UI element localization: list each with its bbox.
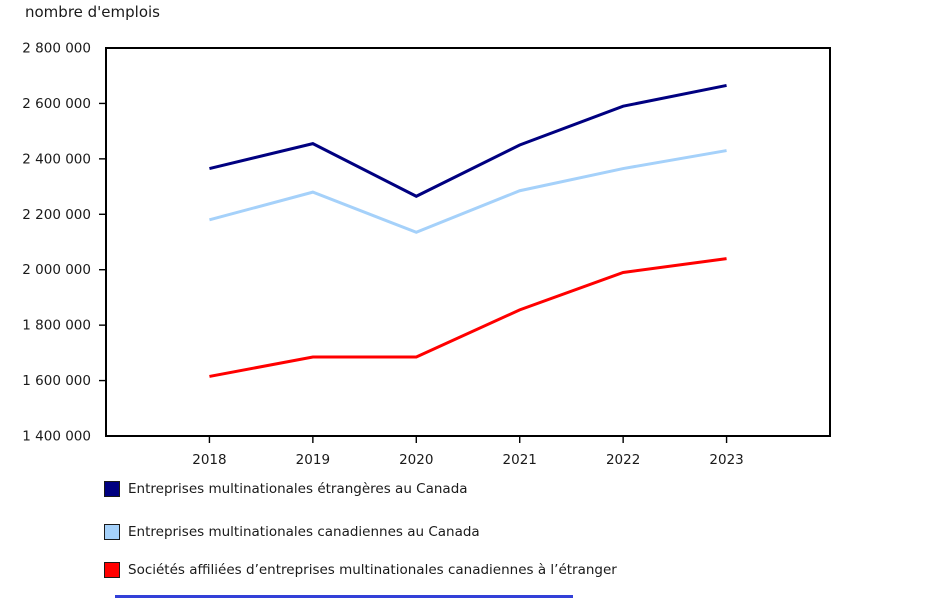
x-tick-label: 2020	[399, 452, 433, 468]
legend-label: Entreprises multinationales canadiennes …	[128, 524, 480, 540]
y-tick-label: 2 800 000	[22, 41, 91, 57]
y-tick-label: 1 600 000	[22, 373, 91, 389]
y-tick-label: 2 000 000	[22, 262, 91, 278]
y-tick-label: 1 400 000	[22, 429, 91, 445]
legend-swatch-red	[104, 562, 120, 578]
legend-swatch-navy	[104, 481, 120, 497]
x-tick-label: 2022	[606, 452, 640, 468]
x-tick-label: 2021	[503, 452, 537, 468]
legend: Entreprises multinationales étrangères a…	[104, 481, 617, 598]
series-line-2	[209, 257, 727, 378]
y-tick-label: 2 200 000	[22, 207, 91, 223]
y-tick-label: 2 600 000	[22, 96, 91, 112]
legend-item-canadian-multinationals: Entreprises multinationales canadiennes …	[104, 524, 617, 540]
series-line-1	[209, 149, 727, 234]
series-line-0	[209, 83, 727, 198]
y-tick-label: 2 400 000	[22, 151, 91, 167]
plot-border	[105, 47, 831, 437]
line-chart: 2 800 000 2 600 000 2 400 000 2 200 000 2 00…	[22, 41, 831, 468]
legend-label: Sociétés affiliées d’entreprises multina…	[128, 562, 617, 578]
legend-item-foreign-affiliates: Sociétés affiliées d’entreprises multina…	[104, 562, 617, 578]
legend-label: Entreprises multinationales étrangères a…	[128, 481, 468, 497]
chart-title: nombre d'emplois	[25, 3, 160, 21]
clipped-content-bottom-line	[115, 595, 573, 598]
x-tick-label: 2019	[296, 452, 330, 468]
legend-swatch-lightblue	[104, 524, 120, 540]
legend-item-foreign-multinationals: Entreprises multinationales étrangères a…	[104, 481, 617, 497]
x-tick-label: 2018	[192, 452, 226, 468]
y-tick-label: 1 800 000	[22, 318, 91, 334]
x-tick-label: 2023	[709, 452, 743, 468]
